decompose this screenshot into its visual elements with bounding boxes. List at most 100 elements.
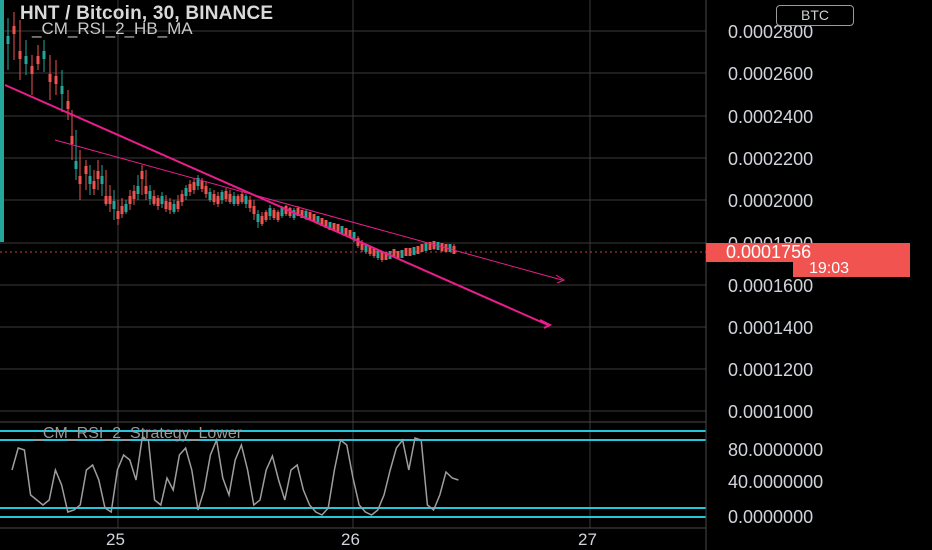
time-axis-label: 27 [578,530,597,549]
candle-body [168,202,172,210]
candle-body [84,166,88,174]
candle-body [392,249,396,257]
candle-body [260,216,264,224]
candle-body [276,212,280,220]
candle-body [336,224,340,232]
candle-body [96,171,100,179]
candle-body [208,192,212,200]
candle-body [376,250,380,258]
rsi-indicator-label[interactable]: _CM_RSI_2_Strategy_Lower [34,425,243,442]
trendlines [4,84,566,329]
candle-body [396,251,400,259]
price-axis-label: 0.0001000 [728,402,813,422]
candle-body [78,176,82,184]
price-axis-label: 0.0002600 [728,64,813,84]
price-axis-label: 0.0001200 [728,360,813,380]
candle-body [54,76,58,84]
lower-trendline [4,84,549,326]
price-axis-label: 0.0002400 [728,107,813,127]
candle-body [18,51,22,59]
candle-body [420,244,424,252]
candle-body [152,196,156,204]
candle-body [92,181,96,189]
price-axis-label: 0.0001400 [728,318,813,338]
price-axis-label: 0.0002800 [728,22,813,42]
candle-body [164,201,168,209]
time-axis-label: 25 [106,530,125,549]
price-axis-label: 0.0002000 [728,191,813,211]
candle-body [304,211,308,219]
candle-body [328,222,332,230]
candle-body [204,186,208,194]
candle-body [88,176,92,184]
candle-body [340,226,344,234]
rsi-line [11,437,459,516]
candle-body [116,211,120,219]
candle-body [6,36,10,44]
candle-body [124,204,128,212]
axes: 0.0002800 0.0002600 0.0002400 0.0002200 0.00… [0,0,823,550]
candle-body [360,242,364,250]
candle-body [400,250,404,258]
candle-body [100,176,104,184]
currency-button[interactable]: BTC [776,5,854,26]
candle-body [352,232,356,240]
candle-body [172,204,176,212]
candle-body [236,196,240,204]
candle-body [424,243,428,251]
bar-countdown-tag: 19:03 [793,261,910,277]
candle-body [448,244,452,252]
candle-body [216,196,220,204]
candle-body [192,182,196,190]
candle-body [316,216,320,224]
candle-body [232,196,236,204]
candle-body [140,171,144,179]
candle-body [272,210,276,218]
candle-body [300,210,304,218]
symbol-title[interactable]: HNT / Bitcoin, 30, BINANCE [20,3,274,24]
candle-body [412,247,416,255]
candle-body [156,198,160,206]
candle-body [48,74,52,82]
candle-body [24,56,28,64]
candle-body [60,86,64,94]
candle-body [30,66,34,74]
lower-trendline-arrow [539,319,553,329]
candle-body [224,191,228,199]
candle-body [428,242,432,250]
candle-body [66,101,70,109]
candle-body [132,191,136,199]
candle-body [296,208,300,216]
candle-body [264,212,268,220]
candlestick-series [0,0,456,262]
candle-body [184,188,188,196]
candle-body [136,186,140,194]
candle-body [368,246,372,254]
candle-body [324,220,328,228]
candle-body [280,208,284,216]
candle-body [74,161,78,169]
indicator-label[interactable]: _CM_RSI_2_HB_MA [32,19,193,38]
candle-body [160,196,164,204]
upper-trendline-arrow [555,274,566,284]
candle-body [256,214,260,222]
chart-grid [0,0,706,528]
candle-body [144,186,148,194]
candle-body [416,246,420,254]
candle-body [292,210,296,218]
candle-body [332,223,336,231]
candle-body [128,196,132,204]
candle-body [344,228,348,236]
candle-body [268,208,272,216]
candle-body [380,252,384,260]
candle-body [308,212,312,220]
candle-body [248,200,252,208]
rsi-panel [0,430,706,518]
rsi-axis-label: 80.0000000 [728,440,823,460]
candle-body [348,230,352,238]
candle-body [364,244,368,252]
candle-body [42,51,46,59]
candle-body [196,178,200,186]
left-edge-bar [0,0,4,242]
